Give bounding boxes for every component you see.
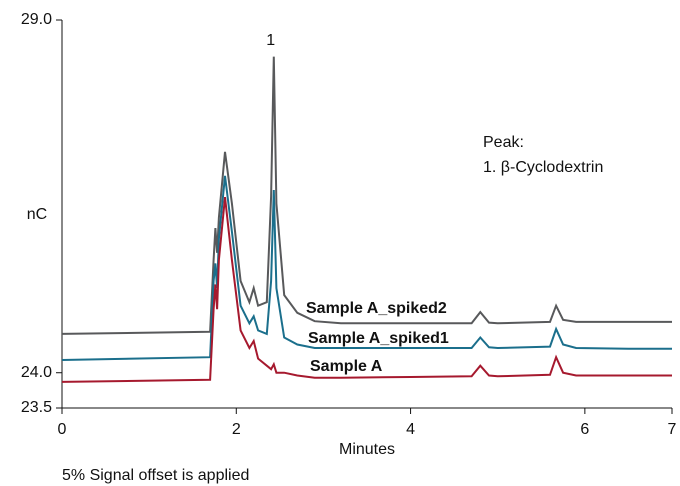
x-tick-label: 2 — [232, 421, 241, 438]
x-tick-label: 0 — [58, 421, 67, 438]
series-line — [61, 175, 672, 361]
x-tick-label: 7 — [668, 421, 677, 438]
x-tick-label: 4 — [406, 421, 415, 438]
series-label: Sample A — [310, 358, 383, 375]
y-tick-label: 29.0 — [21, 11, 52, 28]
legend-entry: 1. β-Cyclodextrin — [483, 159, 603, 176]
legend-title: Peak: — [483, 134, 524, 151]
series-label: Sample A_spiked2 — [306, 300, 447, 317]
peak-annotation: 1 — [266, 32, 275, 49]
series-label: Sample A_spiked1 — [308, 330, 449, 347]
y-tick-label: 24.0 — [21, 364, 52, 381]
y-axis-label: nC — [27, 206, 47, 223]
series-line — [61, 56, 672, 335]
footnote: 5% Signal offset is applied — [62, 467, 249, 484]
y-tick-label: 23.5 — [21, 399, 52, 416]
x-tick-label: 6 — [580, 421, 589, 438]
x-axis-label: Minutes — [339, 441, 395, 458]
series-line — [61, 196, 672, 383]
